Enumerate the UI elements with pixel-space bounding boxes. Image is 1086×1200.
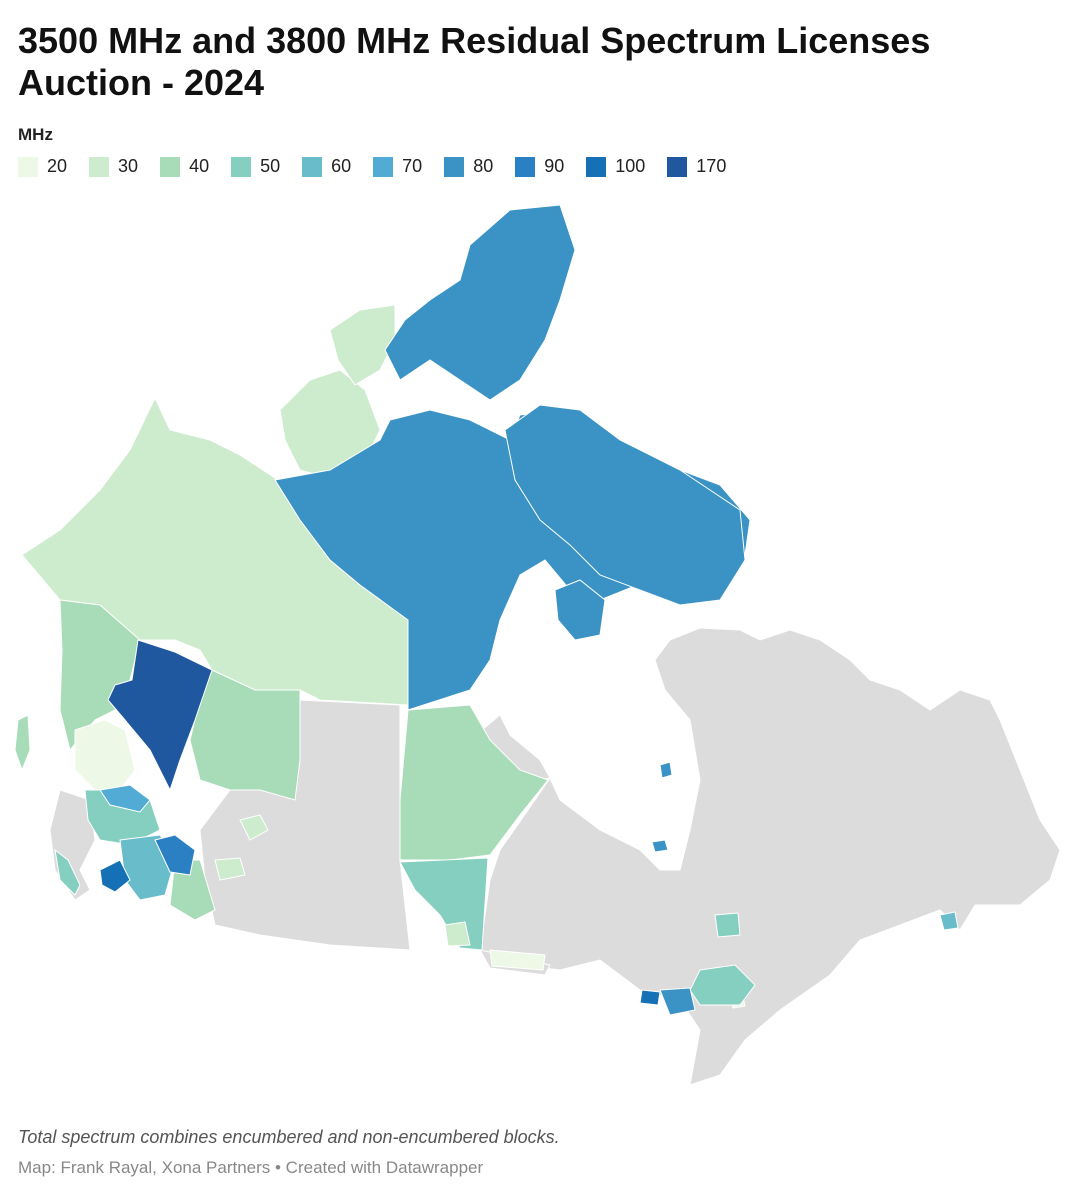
legend-label: 100 <box>615 156 646 176</box>
choropleth-map <box>0 195 1086 1095</box>
legend-item: 50 <box>231 156 280 177</box>
legend-swatch <box>302 156 323 177</box>
legend-swatch <box>231 156 252 177</box>
legend-item: 70 <box>373 156 422 177</box>
legend-item: 30 <box>89 156 138 177</box>
legend-label: 50 <box>260 156 281 176</box>
map-region-southampton[interactable] <box>554 579 606 641</box>
legend-item: 90 <box>515 156 564 177</box>
map-region-manitoba-50[interactable] <box>399 857 489 951</box>
map-region-northern-alberta[interactable] <box>189 669 301 801</box>
map-region-alberta-30[interactable] <box>214 857 246 881</box>
map-region-manitoba-south-20[interactable] <box>489 949 546 971</box>
map-region-eastern-canada[interactable] <box>459 627 1061 1086</box>
legend-swatch <box>373 156 394 177</box>
map-region-northern-manitoba[interactable] <box>399 704 549 861</box>
map-region-ontario-north-50[interactable] <box>714 912 741 938</box>
legend: 20 30 40 50 60 70 80 90 100 170 <box>18 156 748 177</box>
legend-label: 30 <box>118 156 139 176</box>
source-credit: Map: Frank Rayal, Xona Partners • Create… <box>18 1158 484 1177</box>
legend-title: MHz <box>18 125 53 144</box>
map-region-se-bc[interactable] <box>169 859 216 921</box>
legend-item: 80 <box>444 156 493 177</box>
map-region-manitoba-30[interactable] <box>444 921 471 947</box>
legend-item: 20 <box>18 156 67 177</box>
legend-label: 20 <box>47 156 68 176</box>
legend-item: 170 <box>667 156 726 177</box>
legend-swatch <box>18 156 38 177</box>
legend-label: 60 <box>331 156 352 176</box>
map-region-northeast-bc[interactable] <box>107 639 213 792</box>
legend-item: 60 <box>302 156 351 177</box>
legend-swatch <box>667 156 688 177</box>
legend-item: 100 <box>586 156 645 177</box>
legend-item: 40 <box>160 156 209 177</box>
footnote: Total spectrum combines encumbered and n… <box>18 1127 560 1147</box>
map-region-bc-interior-70[interactable] <box>99 784 151 813</box>
map-region-ontario-100[interactable] <box>639 989 661 1006</box>
map-region-haida-gwaii[interactable] <box>14 714 31 772</box>
legend-label: 40 <box>189 156 210 176</box>
legend-swatch <box>586 156 607 177</box>
map-region-belcher[interactable] <box>659 761 673 779</box>
legend-label: 80 <box>473 156 494 176</box>
map-region-vancouver-island[interactable] <box>54 848 81 896</box>
legend-swatch <box>160 156 181 177</box>
legend-label: 170 <box>696 156 727 176</box>
map-region-sask-south-30[interactable] <box>239 814 269 841</box>
map-region-northern-bc[interactable] <box>59 599 141 752</box>
legend-label: 90 <box>544 156 565 176</box>
map-region-james-bay-island[interactable] <box>651 839 669 853</box>
legend-swatch <box>444 156 465 177</box>
legend-swatch <box>89 156 110 177</box>
page-title: 3500 MHz and 3800 MHz Residual Spectrum … <box>18 20 931 103</box>
map-region-baffin-island[interactable] <box>504 404 746 606</box>
legend-label: 70 <box>402 156 423 176</box>
map-region-central-bc-20[interactable] <box>74 719 136 791</box>
map-region-ontario-80[interactable] <box>659 987 696 1016</box>
legend-swatch <box>515 156 536 177</box>
map-region-bc-south-100[interactable] <box>99 859 131 893</box>
map-region-ellesmere[interactable] <box>384 204 576 401</box>
map-region-bc-south-90[interactable] <box>154 834 196 876</box>
map-region-nova-scotia-60[interactable] <box>939 911 959 931</box>
